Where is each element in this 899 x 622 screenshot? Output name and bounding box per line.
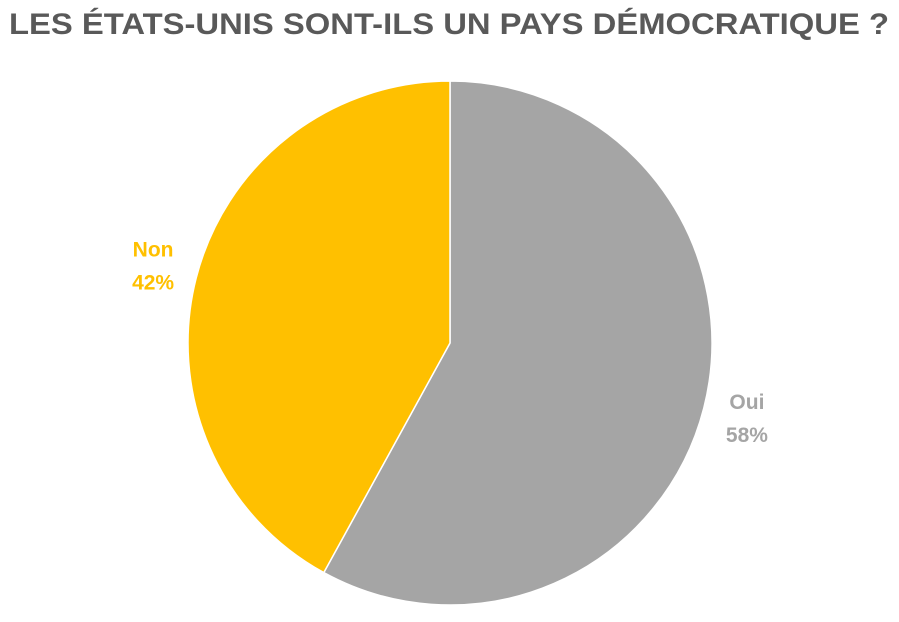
chart-title: LES ÉTATS-UNIS SONT-ILS UN PAYS DÉMOCRAT… (9, 7, 889, 41)
slice-value-label: 58% (726, 424, 768, 447)
pie-slice (187, 80, 451, 574)
slice-value-label: 42% (132, 271, 174, 294)
pie-slice (322, 80, 713, 606)
slice-category-label: Non (133, 238, 174, 261)
slice-category-label: Oui (729, 391, 764, 414)
